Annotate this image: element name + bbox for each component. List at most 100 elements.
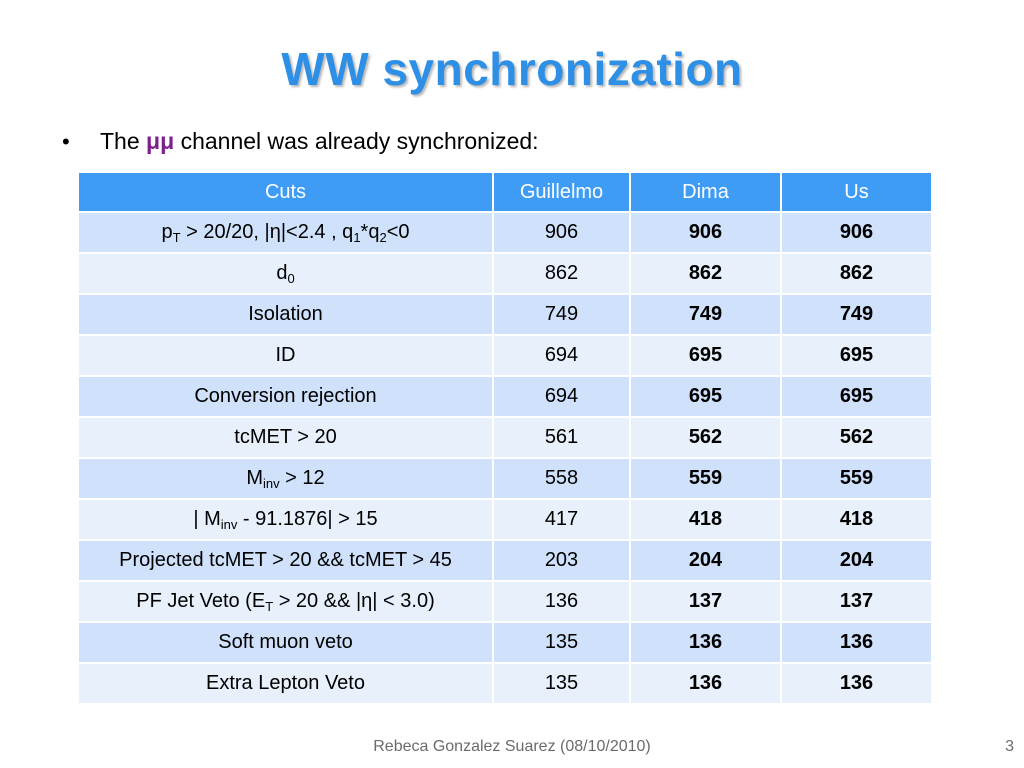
cut-flow-table: Cuts Guillelmo Dima Us pT > 20/20, |η|<2… xyxy=(77,171,933,705)
bullet-dot-icon: • xyxy=(62,129,70,154)
guillelmo-count-cell: 136 xyxy=(492,580,631,623)
dima-count-cell: 749 xyxy=(629,293,782,336)
dima-count-cell: 136 xyxy=(629,662,782,705)
table-row: PF Jet Veto (ET > 20 && |η| < 3.0) 136 137… xyxy=(77,580,933,623)
table-row: Soft muon veto 135 136 136 xyxy=(77,621,933,664)
cut-text: *q xyxy=(360,221,380,243)
cut-subscript: T xyxy=(265,599,274,614)
table-row: Projected tcMET > 20 && tcMET > 45 203 204… xyxy=(77,539,933,582)
cut-name-cell: Projected tcMET > 20 && tcMET > 45 xyxy=(77,539,494,582)
header-guillelmo: Guillelmo xyxy=(492,171,631,213)
us-count-cell: 136 xyxy=(780,621,933,664)
dima-count-cell: 695 xyxy=(629,334,782,377)
table-row: pT > 20/20, |η|<2.4 , q1*q2<0 906 906 906 xyxy=(77,211,933,254)
cut-text: Projected tcMET > 20 && tcMET > 45 xyxy=(119,549,452,571)
cut-subscript: 2 xyxy=(379,230,387,245)
us-count-cell: 204 xyxy=(780,539,933,582)
cut-name-cell: | Minv - 91.1876| > 15 xyxy=(77,498,494,541)
us-count-cell: 136 xyxy=(780,662,933,705)
cut-text: Isolation xyxy=(248,303,323,325)
table-body: pT > 20/20, |η|<2.4 , q1*q2<0 906 906 906 d0… xyxy=(77,211,933,705)
cut-name-cell: Soft muon veto xyxy=(77,621,494,664)
page-number: 3 xyxy=(1005,738,1014,755)
cut-text: d xyxy=(276,262,288,284)
cut-subscript: 1 xyxy=(353,230,361,245)
slide-title: WW synchronization xyxy=(281,43,743,95)
guillelmo-count-cell: 558 xyxy=(492,457,631,500)
table-row: tcMET > 20 561 562 562 xyxy=(77,416,933,459)
us-count-cell: 559 xyxy=(780,457,933,500)
table-row: | Minv - 91.1876| > 15 417 418 418 xyxy=(77,498,933,541)
us-count-cell: 749 xyxy=(780,293,933,336)
cut-text: | M xyxy=(193,508,221,530)
cut-name-cell: Isolation xyxy=(77,293,494,336)
dima-count-cell: 137 xyxy=(629,580,782,623)
header-us: Us xyxy=(780,171,933,213)
guillelmo-count-cell: 135 xyxy=(492,621,631,664)
table-row: ID 694 695 695 xyxy=(77,334,933,377)
bullet-prefix: The xyxy=(100,128,140,154)
guillelmo-count-cell: 749 xyxy=(492,293,631,336)
guillelmo-count-cell: 694 xyxy=(492,375,631,418)
cut-name-cell: Extra Lepton Veto xyxy=(77,662,494,705)
cut-text: <0 xyxy=(386,221,410,243)
guillelmo-count-cell: 203 xyxy=(492,539,631,582)
dima-count-cell: 418 xyxy=(629,498,782,541)
dima-count-cell: 906 xyxy=(629,211,782,254)
table-row: Minv > 12 558 559 559 xyxy=(77,457,933,500)
dima-count-cell: 695 xyxy=(629,375,782,418)
cut-text: PF Jet Veto (E xyxy=(136,590,266,612)
header-cuts: Cuts xyxy=(77,171,494,213)
header-dima: Dima xyxy=(629,171,782,213)
dima-count-cell: 136 xyxy=(629,621,782,664)
bullet-highlight-mumu: μμ xyxy=(146,128,175,154)
cut-subscript: inv xyxy=(263,476,280,491)
cut-name-cell: d0 xyxy=(77,252,494,295)
cut-text: ID xyxy=(275,344,296,366)
dima-count-cell: 562 xyxy=(629,416,782,459)
cut-text: Soft muon veto xyxy=(218,631,353,653)
us-count-cell: 906 xyxy=(780,211,933,254)
cut-text: > 20 && |η| < 3.0) xyxy=(273,590,435,612)
guillelmo-count-cell: 561 xyxy=(492,416,631,459)
bullet-point: • The μμ channel was already synchronize… xyxy=(62,128,539,155)
cut-name-cell: pT > 20/20, |η|<2.4 , q1*q2<0 xyxy=(77,211,494,254)
cut-text: Extra Lepton Veto xyxy=(205,672,365,694)
table-row: d0 862 862 862 xyxy=(77,252,933,295)
bullet-text: The μμ channel was already synchronized: xyxy=(100,128,539,155)
guillelmo-count-cell: 862 xyxy=(492,252,631,295)
guillelmo-count-cell: 417 xyxy=(492,498,631,541)
cut-name-cell: Minv > 12 xyxy=(77,457,494,500)
cut-name-cell: Conversion rejection xyxy=(77,375,494,418)
cut-text: tcMET > 20 xyxy=(234,426,337,448)
dima-count-cell: 559 xyxy=(629,457,782,500)
guillelmo-count-cell: 906 xyxy=(492,211,631,254)
cut-name-cell: tcMET > 20 xyxy=(77,416,494,459)
cut-subscript: inv xyxy=(220,517,238,532)
table-header-row: Cuts Guillelmo Dima Us xyxy=(77,171,933,213)
table-row: Extra Lepton Veto 135 136 136 xyxy=(77,662,933,705)
cut-subscript: 0 xyxy=(287,271,295,286)
cut-name-cell: PF Jet Veto (ET > 20 && |η| < 3.0) xyxy=(77,580,494,623)
us-count-cell: 695 xyxy=(780,375,933,418)
us-count-cell: 137 xyxy=(780,580,933,623)
cut-text: - 91.1876| > 15 xyxy=(237,508,378,530)
cut-text: Conversion rejection xyxy=(194,385,377,407)
dima-count-cell: 862 xyxy=(629,252,782,295)
us-count-cell: 418 xyxy=(780,498,933,541)
guillelmo-count-cell: 694 xyxy=(492,334,631,377)
table-row: Conversion rejection 694 695 695 xyxy=(77,375,933,418)
us-count-cell: 695 xyxy=(780,334,933,377)
cut-subscript: T xyxy=(172,230,181,245)
cut-name-cell: ID xyxy=(77,334,494,377)
cut-text: > 12 xyxy=(279,467,325,489)
cut-text: p xyxy=(161,221,173,243)
dima-count-cell: 204 xyxy=(629,539,782,582)
guillelmo-count-cell: 135 xyxy=(492,662,631,705)
cut-text: > 20/20, |η|<2.4 , q xyxy=(180,221,354,243)
slide-footer: Rebeca Gonzalez Suarez (08/10/2010) xyxy=(373,738,651,755)
us-count-cell: 862 xyxy=(780,252,933,295)
us-count-cell: 562 xyxy=(780,416,933,459)
bullet-suffix: channel was already synchronized: xyxy=(180,128,539,154)
table-row: Isolation 749 749 749 xyxy=(77,293,933,336)
